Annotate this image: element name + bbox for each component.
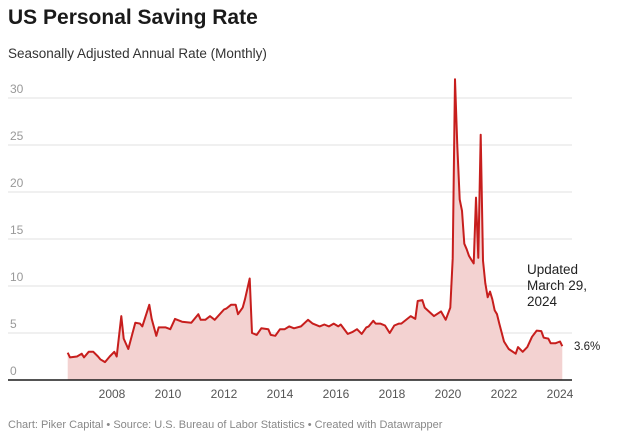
y-tick-label: 5 — [10, 317, 17, 331]
chart-title: US Personal Saving Rate — [8, 6, 258, 29]
x-tick-label: 2010 — [155, 387, 182, 401]
x-tick-label: 2020 — [435, 387, 462, 401]
y-tick-label: 30 — [10, 82, 24, 96]
y-tick-label: 0 — [10, 364, 17, 378]
y-tick-label: 20 — [10, 176, 24, 190]
chart-footer: Chart: Piker Capital • Source: U.S. Bure… — [8, 419, 443, 431]
y-tick-label: 15 — [10, 223, 24, 237]
x-tick-label: 2018 — [379, 387, 406, 401]
y-tick-label: 25 — [10, 129, 24, 143]
update-annotation: Updated March 29, 2024 — [527, 262, 588, 309]
y-axis-ticks: 0 5 10 15 20 25 30 — [10, 82, 24, 378]
chart-subtitle: Seasonally Adjusted Annual Rate (Monthly… — [8, 46, 267, 61]
x-tick-label: 2022 — [491, 387, 518, 401]
x-tick-label: 2024 — [547, 387, 574, 401]
x-tick-label: 2012 — [211, 387, 238, 401]
x-axis-ticks: 2008 2010 2012 2014 2016 2018 2020 2022 2024 — [99, 387, 574, 401]
x-tick-label: 2014 — [267, 387, 294, 401]
saving-rate-line — [66, 78, 564, 364]
y-tick-label: 10 — [10, 270, 24, 284]
x-tick-label: 2008 — [99, 387, 126, 401]
saving-rate-area — [67, 79, 563, 380]
last-value-label: 3.6% — [574, 341, 601, 353]
x-tick-label: 2016 — [323, 387, 350, 401]
